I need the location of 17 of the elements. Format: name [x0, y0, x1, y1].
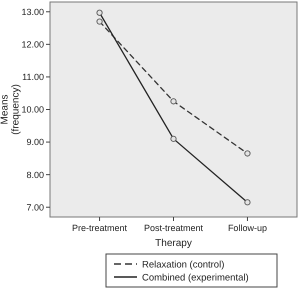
legend-label: Combined (experimental) — [142, 272, 249, 284]
y-tick-label: 10.00 — [21, 104, 44, 115]
y-tick-label: 7.00 — [26, 202, 44, 212]
x-tick-label: Pre-treatment — [72, 223, 128, 233]
x-tick-label: Follow-up — [228, 223, 267, 233]
y-tick-label: 12.00 — [21, 40, 44, 50]
point — [96, 18, 103, 25]
legend-label: Relaxation (control) — [142, 259, 224, 270]
y-axis-title: Means (frequency) — [0, 84, 22, 135]
y-tick-label: 13.00 — [21, 6, 44, 17]
point — [244, 150, 251, 157]
x-tick-label: Post-treatment — [144, 223, 204, 233]
y-tick-label: 9.00 — [26, 137, 44, 148]
y-tick-label: 11.00 — [22, 72, 44, 82]
point — [170, 98, 177, 104]
x-axis-title: Therapy — [155, 238, 192, 249]
y-tick-label: 8.00 — [26, 170, 44, 180]
